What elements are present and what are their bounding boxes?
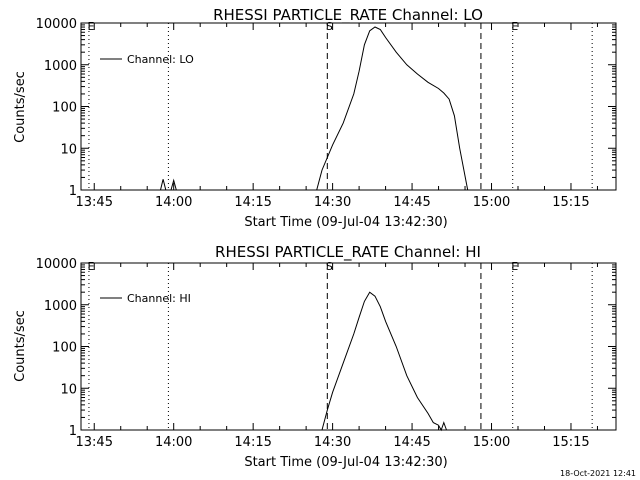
panel-hi-xtick-label-2: 14:15 <box>234 435 271 450</box>
panel-hi-marker-label-2: S <box>326 260 333 273</box>
panel-hi-ytick-label-2: 100 <box>52 341 77 356</box>
panel-lo-series-line-0 <box>160 26 469 191</box>
panel-hi-ytick-label-4: 10000 <box>36 257 77 272</box>
panel-hi-marker-label-0: E <box>87 260 94 273</box>
panel-lo-xtick-label-6: 15:15 <box>552 195 589 210</box>
panel-lo-marker-label-2: S <box>326 20 333 33</box>
panel-hi-marker-label-4: E <box>511 260 518 273</box>
panel-lo-ytick-label-3: 1000 <box>44 59 77 74</box>
panel-lo-marker-label-0: E <box>87 20 94 33</box>
panel-lo-plot: E S E 13:45 14:00 14:15 14:30 14:45 15:00 15:15 1 1… <box>36 17 617 210</box>
panel-hi-ytick-label-3: 1000 <box>44 299 77 314</box>
panel-hi-legend: Channel: HI <box>100 292 191 305</box>
timestamp: 18-Oct-2021 12:41 <box>560 469 636 478</box>
panel-lo-xtick-label-1: 14:00 <box>155 195 192 210</box>
panel-lo-xtick-label-4: 14:45 <box>393 195 430 210</box>
panel-lo-ytick-label-0: 1 <box>69 184 77 199</box>
panel-hi-axes-frame <box>80 262 617 431</box>
panel-lo-xtick-label-3: 14:30 <box>314 195 351 210</box>
panel-hi-xtick-label-4: 14:45 <box>393 435 430 450</box>
panel-lo-xlabel: Start Time (09-Jul-04 13:42:30) <box>244 215 447 230</box>
panel-hi-xtick-label-1: 14:00 <box>155 435 192 450</box>
panel-hi-ytick-label-1: 10 <box>60 382 77 397</box>
panel-lo-ytick-label-2: 100 <box>52 101 77 116</box>
panel-lo-axes-frame <box>80 22 617 191</box>
panel-lo-xtick-label-5: 15:00 <box>473 195 510 210</box>
panel-lo-ylabel: Counts/sec <box>13 71 28 143</box>
panel-lo-legend-label: Channel: LO <box>127 53 194 66</box>
panel-lo-ytick-label-1: 10 <box>60 142 77 157</box>
panel-lo-title: RHESSI PARTICLE_RATE Channel: LO <box>213 6 483 25</box>
panel-hi-xlabel: Start Time (09-Jul-04 13:42:30) <box>244 455 447 470</box>
panel-hi-series-line-0 <box>321 291 447 432</box>
panel-lo-ytick-label-4: 10000 <box>36 17 77 32</box>
panel-lo-xtick-label-2: 14:15 <box>234 195 271 210</box>
panel-lo-legend: Channel: LO <box>100 53 194 66</box>
panel-hi-title: RHESSI PARTICLE_RATE Channel: HI <box>215 243 481 262</box>
panel-hi-xtick-label-0: 13:45 <box>76 435 113 450</box>
panel-lo-marker-label-4: E <box>511 20 518 33</box>
panel-hi-xtick-label-6: 15:15 <box>552 435 589 450</box>
panel-hi-xtick-label-5: 15:00 <box>473 435 510 450</box>
panel-hi-ylabel: Counts/sec <box>13 310 28 382</box>
panel-hi-legend-label: Channel: HI <box>127 292 191 305</box>
panel-hi-xtick-label-3: 14:30 <box>314 435 351 450</box>
panel-hi-plot: E S E 13:45 14:00 14:15 14:30 14:45 15:00 15:15 1 1… <box>36 257 617 450</box>
panel-hi-ytick-label-0: 1 <box>69 424 77 439</box>
panel-lo-xtick-label-0: 13:45 <box>76 195 113 210</box>
